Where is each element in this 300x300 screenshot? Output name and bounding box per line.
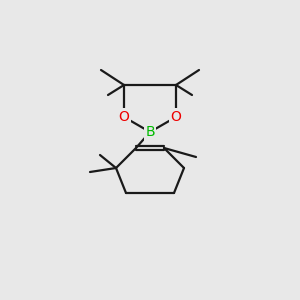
Text: O: O	[118, 110, 129, 124]
Text: O: O	[171, 110, 182, 124]
Text: B: B	[145, 125, 155, 139]
